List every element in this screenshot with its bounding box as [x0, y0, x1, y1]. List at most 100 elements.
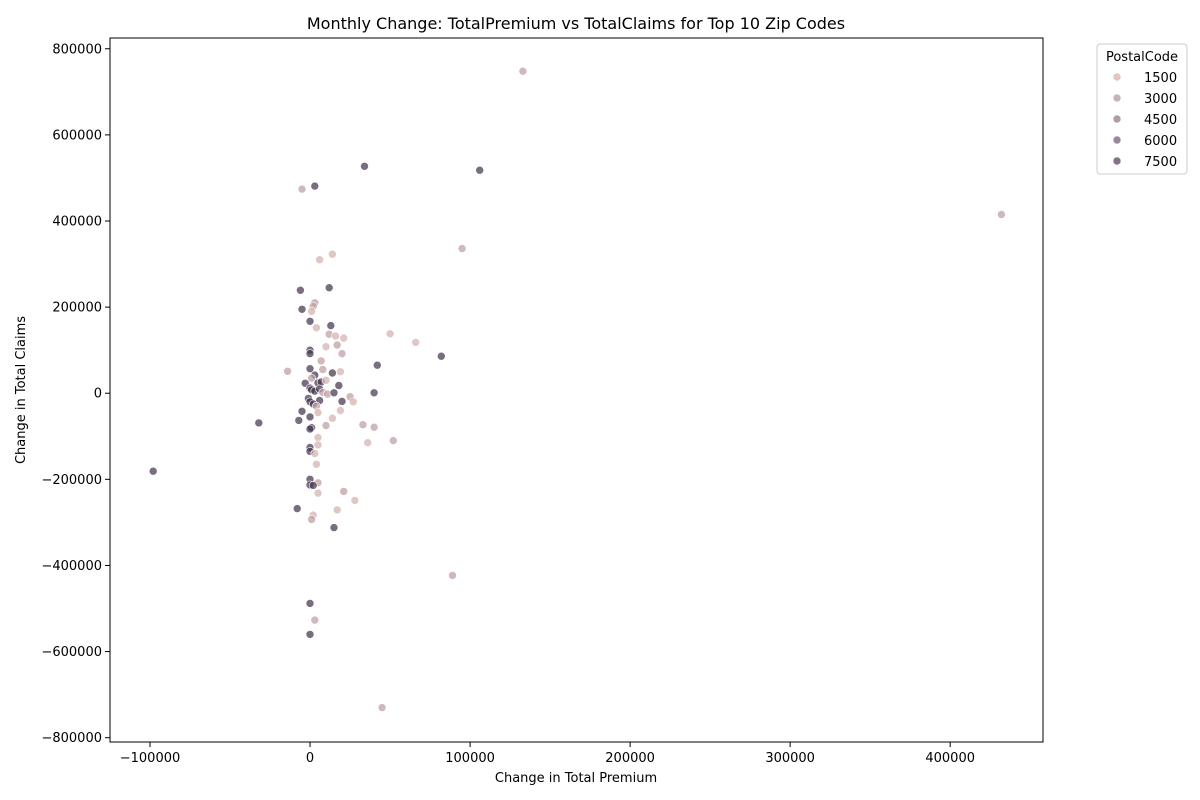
- data-point: [360, 162, 369, 171]
- y-tick-label: −400000: [41, 559, 102, 574]
- data-point: [313, 408, 323, 417]
- data-point: [305, 316, 315, 326]
- data-point: [254, 418, 264, 428]
- x-axis: −100000 0 100000 200000 300000 400000: [120, 742, 975, 766]
- data-point: [328, 413, 337, 423]
- data-point: [457, 244, 467, 253]
- data-point: [475, 165, 485, 175]
- data-point: [315, 255, 324, 265]
- y-tick-label: −600000: [41, 645, 102, 660]
- data-point: [328, 249, 337, 259]
- data-point: [297, 304, 307, 314]
- y-axis: −800000 −600000 −400000 −200000 0 200000 40000…: [41, 42, 110, 746]
- data-point: [310, 615, 320, 625]
- data-point: [305, 412, 315, 422]
- y-tick-label: −800000: [41, 731, 102, 746]
- legend-marker: [1112, 72, 1122, 82]
- data-point: [363, 438, 373, 448]
- data-point: [377, 703, 387, 712]
- data-point: [313, 433, 323, 442]
- data-point: [348, 397, 358, 407]
- legend-title: PostalCode: [1106, 50, 1178, 65]
- points-layer: [148, 66, 1006, 712]
- data-point: [337, 349, 347, 358]
- data-point: [369, 388, 379, 398]
- data-point: [332, 340, 342, 350]
- chart-title: Monthly Change: TotalPremium vs TotalCla…: [307, 14, 845, 33]
- data-point: [305, 424, 315, 434]
- y-tick-label: 400000: [52, 214, 102, 229]
- data-point: [331, 331, 340, 341]
- data-point: [411, 338, 421, 347]
- data-point: [297, 184, 307, 194]
- data-point: [307, 373, 316, 383]
- plot-frame: [109, 37, 1044, 743]
- legend-label: 3000: [1144, 92, 1177, 107]
- data-point: [321, 342, 331, 352]
- y-tick-label: 800000: [52, 42, 102, 57]
- legend-label: 4500: [1144, 113, 1177, 128]
- data-point: [148, 466, 158, 476]
- legend-entries: 1500 3000 4500 6000 7500: [1112, 71, 1177, 170]
- data-point: [321, 375, 331, 385]
- data-point: [385, 329, 395, 339]
- legend-marker: [1112, 156, 1122, 166]
- legend-marker: [1112, 114, 1122, 124]
- data-point: [339, 333, 349, 343]
- x-tick-label: 200000: [605, 751, 655, 766]
- data-point: [369, 422, 379, 432]
- data-point: [337, 397, 347, 406]
- data-point: [436, 351, 446, 361]
- data-point: [307, 307, 316, 316]
- x-tick-label: 400000: [925, 751, 975, 766]
- data-point: [388, 436, 398, 445]
- data-point: [329, 388, 339, 398]
- data-point: [305, 349, 315, 358]
- data-point: [313, 440, 323, 450]
- data-point: [332, 505, 342, 515]
- y-tick-label: 600000: [52, 128, 102, 143]
- data-point: [324, 283, 334, 293]
- data-point: [339, 487, 349, 496]
- x-tick-label: −100000: [120, 751, 181, 766]
- data-point: [305, 599, 315, 608]
- data-point: [518, 66, 528, 76]
- legend-marker: [1112, 135, 1122, 145]
- data-point: [328, 368, 337, 378]
- legend-label: 6000: [1144, 134, 1177, 149]
- data-point: [305, 364, 315, 374]
- legend-marker: [1112, 93, 1122, 103]
- data-point: [292, 504, 302, 513]
- data-point: [307, 515, 316, 524]
- data-point: [296, 285, 305, 295]
- data-point: [316, 356, 326, 366]
- data-point: [308, 481, 318, 490]
- data-point: [297, 406, 307, 416]
- data-point: [313, 488, 323, 498]
- x-tick-label: 0: [306, 751, 314, 766]
- data-point: [318, 365, 328, 374]
- x-tick-label: 100000: [445, 751, 495, 766]
- data-point: [336, 367, 345, 377]
- data-point: [336, 406, 345, 415]
- data-point: [321, 421, 331, 430]
- data-point: [358, 420, 368, 430]
- data-point: [329, 523, 339, 532]
- legend: PostalCode 1500 3000 4500 6000 7500: [1096, 43, 1188, 175]
- data-point: [326, 321, 336, 330]
- data-point: [310, 181, 320, 191]
- data-point: [294, 416, 304, 425]
- x-tick-label: 300000: [765, 751, 815, 766]
- data-point: [312, 459, 321, 469]
- data-point: [305, 630, 315, 639]
- legend-label: 1500: [1144, 71, 1177, 86]
- y-tick-label: 0: [94, 387, 102, 402]
- y-tick-label: −200000: [41, 473, 102, 488]
- data-point: [334, 381, 344, 390]
- data-point: [997, 210, 1006, 219]
- legend-label: 7500: [1144, 155, 1177, 170]
- data-point: [372, 360, 382, 370]
- data-point: [350, 496, 360, 505]
